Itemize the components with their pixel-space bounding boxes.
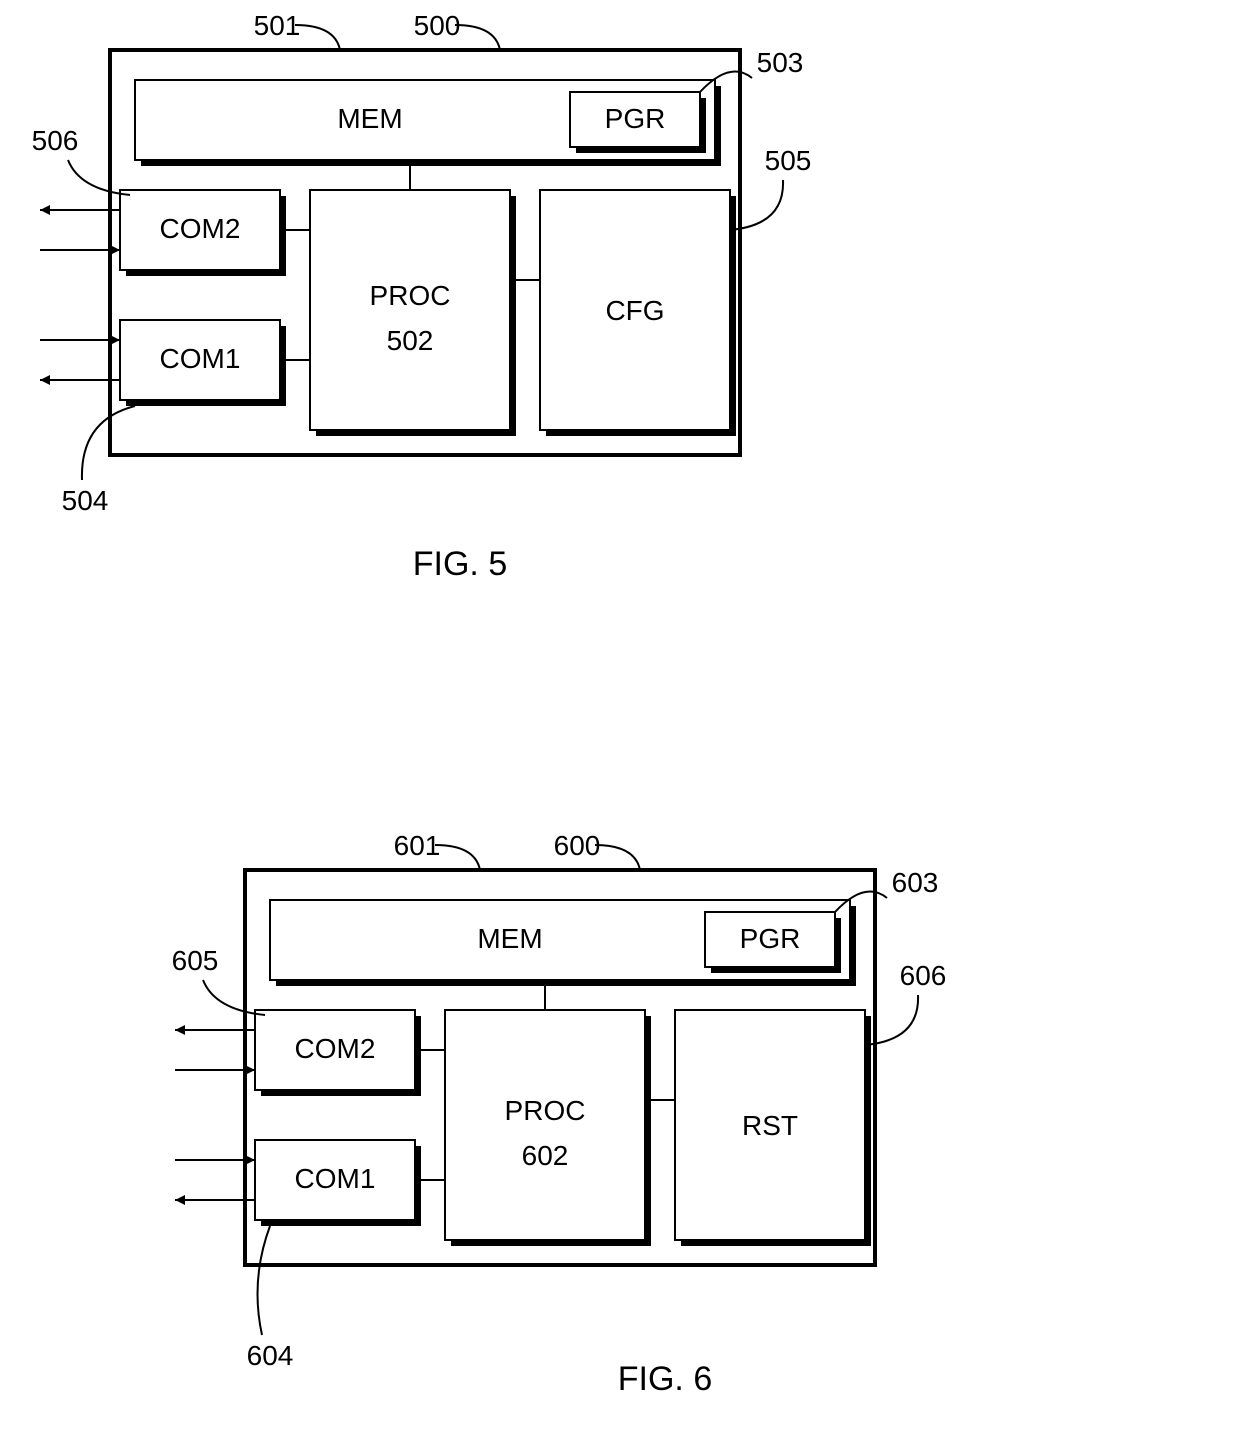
fig6-com2-label: COM2 (295, 1033, 376, 1064)
fig5-proc: PROC 502 (310, 190, 516, 436)
callout-504: 504 (62, 485, 109, 516)
fig6-proc: PROC 602 (445, 1010, 651, 1246)
fig6-com1-label: COM1 (295, 1163, 376, 1194)
fig6-rst-label: RST (742, 1110, 798, 1141)
fig6-pgr-label: PGR (740, 923, 801, 954)
callout-505: 505 (765, 145, 812, 176)
callout-603: 603 (892, 867, 939, 898)
fig6-caption: FIG. 6 (618, 1360, 712, 1398)
fig5-cfg-label: CFG (605, 295, 664, 326)
fig5-caption: FIG. 5 (413, 545, 507, 583)
callout-506: 506 (32, 125, 79, 156)
fig6-rst: RST (675, 1010, 871, 1246)
callout-503: 503 (757, 47, 804, 78)
callout-leader (595, 845, 640, 870)
callout-500: 500 (414, 10, 461, 41)
callout-604: 604 (247, 1340, 294, 1371)
fig5-cfg: CFG (540, 190, 736, 436)
callout-leader (455, 25, 500, 50)
fig5-com2: COM2 (120, 190, 286, 276)
fig5-com2-label: COM2 (160, 213, 241, 244)
callout-600: 600 (554, 830, 601, 861)
fig5-com1-label: COM1 (160, 343, 241, 374)
fig6-mem-label: MEM (477, 923, 542, 954)
fig5-pgr-label: PGR (605, 103, 666, 134)
fig5-proc-label: PROC (370, 280, 451, 311)
fig6-proc-sublabel: 602 (522, 1140, 569, 1171)
fig5-com1: COM1 (120, 320, 286, 406)
callout-501: 501 (254, 10, 301, 41)
callout-leader (295, 25, 340, 50)
fig5-proc-sublabel: 502 (387, 325, 434, 356)
fig5-pgr: PGR (570, 92, 706, 153)
fig6-com2: COM2 (255, 1010, 421, 1096)
fig5-mem-label: MEM (337, 103, 402, 134)
callout-606: 606 (900, 960, 947, 991)
fig6-pgr: PGR (705, 912, 841, 973)
fig6-com1: COM1 (255, 1140, 421, 1226)
callout-605: 605 (172, 945, 219, 976)
callout-leader (435, 845, 480, 870)
callout-601: 601 (394, 830, 441, 861)
fig6-proc-label: PROC (505, 1095, 586, 1126)
